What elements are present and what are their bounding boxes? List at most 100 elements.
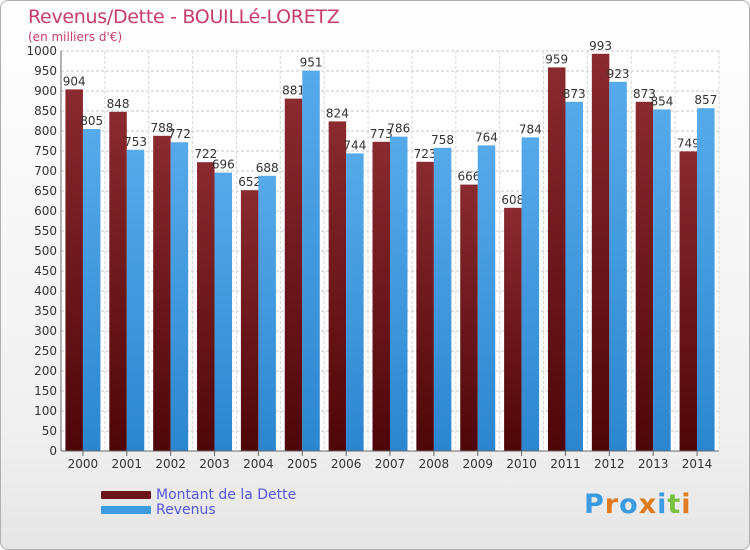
bar-dette (284, 98, 303, 451)
x-tick-label: 2009 (462, 457, 493, 471)
bar-revenus (346, 153, 364, 451)
data-label-dette: 788 (150, 121, 173, 135)
data-label-dette: 722 (194, 147, 217, 161)
y-tick-label: 600 (34, 204, 57, 218)
y-tick-label: 650 (34, 184, 57, 198)
logo-letter: i (681, 489, 692, 520)
x-tick-label: 2002 (155, 457, 186, 471)
data-label-revenus: 923 (607, 67, 630, 81)
logo-letter: r (604, 489, 620, 520)
chart-subtitle: (en milliers d'€) (28, 30, 123, 44)
logo-letter: i (657, 489, 668, 520)
y-tick-label: 0 (49, 444, 57, 458)
y-tick-label: 100 (34, 404, 57, 418)
bar-dette (416, 161, 434, 452)
proxiti-logo: Proxiti (584, 489, 692, 520)
data-label-dette: 824 (326, 106, 349, 120)
logo-letter: t (667, 489, 682, 520)
bar-dette (460, 184, 478, 451)
bar-revenus (302, 70, 320, 451)
legend-swatch-revenus (101, 506, 151, 514)
bar-dette (547, 67, 566, 452)
bar-revenus (433, 147, 452, 452)
y-tick-label: 900 (34, 84, 57, 98)
y-tick-label: 950 (34, 64, 57, 78)
bar-dette (679, 151, 698, 451)
x-tick-label: 2011 (550, 457, 581, 471)
data-label-dette: 881 (282, 84, 305, 98)
data-label-dette: 652 (238, 175, 261, 189)
bar-dette (109, 111, 127, 452)
y-tick-label: 700 (34, 164, 57, 178)
y-tick-label: 400 (34, 284, 57, 298)
bar-revenus (565, 101, 583, 452)
x-tick-label: 2008 (419, 457, 450, 471)
logo-letter: o (619, 489, 639, 520)
data-label-dette: 723 (414, 147, 437, 161)
data-label-dette: 873 (633, 87, 656, 101)
y-tick-label: 850 (34, 104, 57, 118)
bar-dette (372, 141, 390, 452)
data-label-revenus: 805 (80, 114, 103, 128)
bar-dette (240, 190, 259, 451)
y-tick-label: 200 (34, 364, 57, 378)
x-tick-label: 2014 (682, 457, 713, 471)
legend: Montant de la Dette Revenus (101, 488, 296, 518)
x-tick-label: 2005 (287, 457, 318, 471)
y-tick-label: 500 (34, 244, 57, 258)
data-label-revenus: 764 (475, 130, 498, 144)
y-tick-label: 550 (34, 224, 57, 238)
x-tick-label: 2004 (243, 457, 274, 471)
legend-label-dette: Montant de la Dette (156, 487, 297, 503)
legend-swatch-dette (101, 491, 151, 499)
data-label-dette: 749 (677, 136, 700, 150)
data-label-dette: 666 (458, 170, 481, 184)
data-label-revenus: 873 (563, 87, 586, 101)
bar-dette (635, 101, 654, 452)
chart-title: Revenus/Dette - BOUILLé-LORETZ (28, 6, 340, 28)
y-tick-label: 50 (42, 424, 57, 438)
legend-item-revenus: Revenus (101, 503, 296, 518)
bar-revenus (170, 142, 189, 451)
logo-letter: P (584, 489, 605, 520)
y-tick-label: 1000 (26, 44, 57, 58)
bar-revenus (477, 145, 496, 451)
x-tick-label: 2006 (331, 457, 362, 471)
bar-revenus (653, 109, 671, 452)
y-tick-label: 450 (34, 264, 57, 278)
data-label-dette: 959 (545, 52, 568, 66)
y-tick-label: 150 (34, 384, 57, 398)
x-tick-label: 2001 (112, 457, 143, 471)
logo-letter: x (638, 489, 658, 520)
data-label-dette: 608 (501, 193, 524, 207)
bar-revenus (521, 137, 540, 451)
bar-revenus (390, 136, 408, 451)
x-tick-label: 2013 (638, 457, 669, 471)
bar-revenus (697, 108, 715, 451)
bar-dette (65, 89, 83, 452)
data-label-dette: 773 (370, 127, 393, 141)
data-label-dette: 993 (589, 39, 612, 53)
data-label-revenus: 696 (212, 158, 235, 172)
data-label-revenus: 857 (694, 93, 717, 107)
bar-revenus (609, 81, 627, 452)
bar-revenus (214, 172, 233, 451)
bar-dette (197, 162, 215, 451)
bar-dette (153, 135, 171, 452)
x-tick-label: 2010 (506, 457, 537, 471)
x-tick-label: 2003 (199, 457, 230, 471)
y-tick-label: 350 (34, 304, 57, 318)
bar-dette (504, 207, 522, 451)
data-label-revenus: 753 (124, 135, 147, 149)
data-label-revenus: 688 (256, 161, 279, 175)
bar-revenus (126, 149, 145, 452)
data-label-revenus: 758 (431, 133, 454, 147)
data-label-dette: 904 (63, 74, 86, 88)
legend-label-revenus: Revenus (156, 502, 216, 518)
x-tick-label: 2012 (594, 457, 625, 471)
data-label-revenus: 951 (300, 56, 323, 70)
bar-dette (328, 121, 347, 452)
data-label-revenus: 786 (387, 122, 410, 136)
